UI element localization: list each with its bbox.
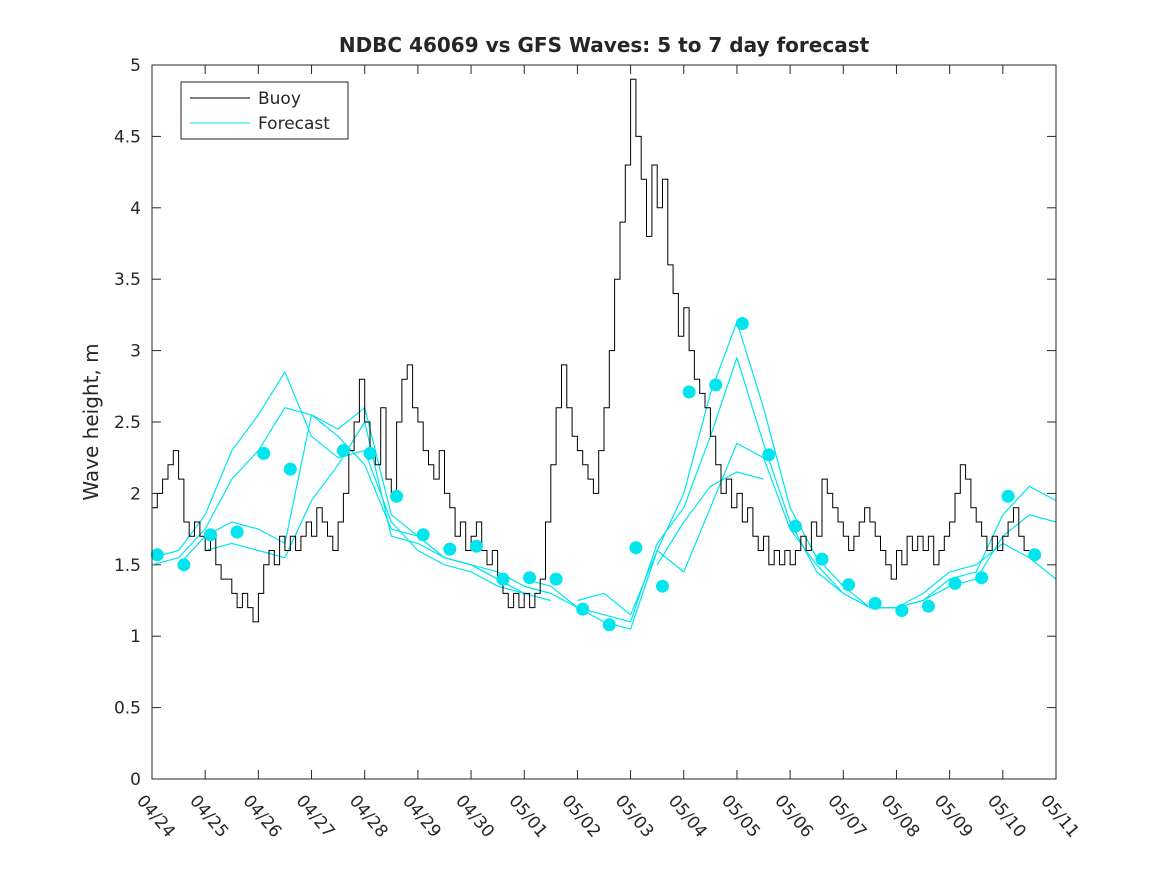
forecast-run-line — [577, 442, 1057, 616]
forecast-marker — [868, 596, 882, 610]
forecast-marker — [602, 618, 616, 632]
forecast-marker — [443, 542, 457, 556]
forecast-marker — [788, 519, 802, 533]
x-tick-label: 04/26 — [239, 791, 286, 841]
y-tick-label: 4 — [130, 199, 141, 219]
forecast-run-line — [524, 357, 1057, 623]
forecast-marker — [283, 462, 297, 476]
forecast-marker — [895, 604, 909, 617]
x-tick-label: 05/09 — [930, 791, 977, 841]
forecast-marker — [629, 541, 643, 555]
x-tick-label: 05/03 — [611, 791, 658, 841]
y-tick-label: 2.5 — [114, 413, 141, 433]
forecast-marker — [975, 571, 989, 585]
x-tick-label: 05/10 — [983, 791, 1030, 841]
x-tick-label: 04/24 — [132, 791, 179, 841]
y-tick-label: 3 — [130, 342, 141, 362]
forecast-marker — [390, 489, 404, 503]
y-tick-label: 5 — [130, 56, 141, 76]
x-tick-label: 05/08 — [877, 791, 924, 841]
forecast-marker — [150, 548, 164, 562]
y-tick-label: 2 — [130, 484, 141, 504]
forecast-marker — [416, 528, 430, 542]
x-tick-label: 05/04 — [664, 791, 711, 841]
forecast-marker — [336, 444, 350, 458]
y-tick-label: 1.5 — [114, 556, 141, 576]
y-tick-label: 0 — [130, 770, 141, 790]
forecast-marker — [177, 558, 191, 572]
x-axis-ticks: 04/24 04/25 04/26 04/27 04/28 04/29 04/30 05/01… — [132, 65, 1083, 842]
forecast-run-line — [178, 407, 551, 594]
forecast-marker — [469, 539, 483, 553]
forecast-marker — [656, 579, 669, 593]
forecast-marker — [709, 378, 723, 392]
forecast-marker — [815, 552, 829, 566]
plot-series — [150, 78, 1057, 632]
x-tick-label: 04/28 — [345, 791, 392, 841]
forecast-marker — [682, 385, 696, 399]
forecast-marker — [1001, 489, 1015, 503]
forecast-marker — [735, 317, 749, 330]
forecast-marker — [523, 571, 537, 585]
forecast-marker — [948, 576, 962, 590]
forecast-marker — [204, 528, 217, 542]
y-tick-label: 0.5 — [114, 699, 141, 719]
forecast-marker — [762, 448, 776, 462]
x-tick-label: 05/01 — [504, 791, 551, 841]
forecast-marker — [549, 572, 563, 586]
forecast-marker — [842, 578, 856, 592]
forecast-run-line — [151, 371, 525, 594]
x-tick-label: 05/06 — [770, 791, 817, 841]
legend-box — [180, 81, 349, 140]
y-tick-label: 1 — [130, 627, 141, 647]
legend: Buoy Forecast — [180, 81, 349, 140]
y-tick-label: 3.5 — [114, 270, 141, 290]
x-tick-label: 05/02 — [558, 791, 605, 841]
forecast-marker — [230, 525, 244, 539]
x-tick-label: 04/29 — [398, 791, 445, 841]
forecast-marker — [363, 446, 377, 460]
x-tick-label: 05/11 — [1036, 791, 1083, 841]
forecast-marker — [1028, 548, 1042, 562]
x-tick-label: 05/07 — [823, 791, 870, 841]
y-tick-label: 4.5 — [114, 127, 141, 147]
x-tick-label: 04/25 — [185, 791, 232, 841]
legend-buoy-label: Buoy — [258, 89, 301, 109]
x-tick-label: 04/30 — [451, 791, 498, 841]
forecast-marker — [496, 572, 510, 586]
buoy-series-line — [152, 78, 1030, 623]
plot-area-frame — [151, 64, 1057, 780]
forecast-run-line — [656, 471, 764, 566]
legend-forecast-label: Forecast — [258, 114, 330, 134]
forecast-run-line — [205, 421, 551, 602]
chart-title: NDBC 46069 vs GFS Waves: 5 to 7 day fore… — [339, 33, 870, 57]
forecast-run-line — [524, 321, 1057, 630]
forecast-marker — [257, 446, 271, 460]
forecast-marker — [576, 602, 590, 616]
x-tick-label: 04/27 — [292, 791, 339, 841]
forecast-marker — [921, 599, 935, 613]
y-axis-ticks: 0 0.5 1 1.5 2 2.5 3 3.5 4 4.5 5 — [114, 56, 1056, 790]
y-axis-label: Wave height, m — [79, 343, 103, 500]
forecast-run-line — [151, 407, 525, 594]
x-tick-label: 05/05 — [717, 791, 764, 841]
